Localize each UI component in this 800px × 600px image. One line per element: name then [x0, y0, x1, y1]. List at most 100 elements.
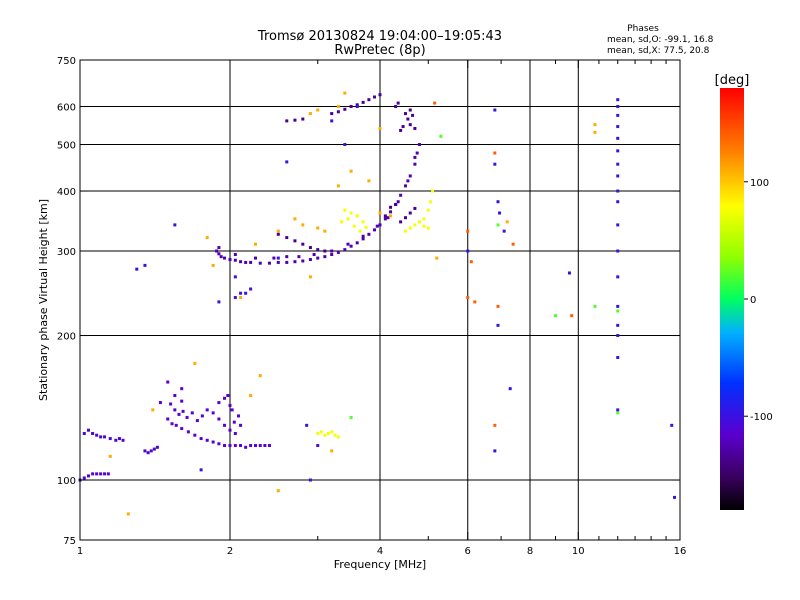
data-point	[297, 255, 301, 259]
axis-ticks: 1 2 4 6 8 10 16 75 100 200 300 400 500 600 750	[57, 56, 686, 557]
data-point	[233, 296, 237, 300]
data-point	[349, 105, 353, 109]
x-tick-label: 1	[77, 546, 83, 557]
data-point	[355, 214, 359, 218]
data-point	[355, 105, 359, 109]
data-point	[244, 260, 248, 264]
data-point	[267, 261, 271, 265]
data-point	[143, 263, 147, 267]
data-point	[426, 208, 430, 212]
data-point	[361, 234, 365, 238]
data-point	[177, 412, 181, 416]
data-point	[95, 472, 99, 476]
data-point	[333, 433, 337, 437]
data-point	[399, 220, 403, 224]
data-point	[211, 411, 215, 415]
data-point	[403, 112, 407, 116]
data-point	[413, 126, 417, 130]
grid-layer	[80, 60, 680, 540]
data-point	[308, 112, 312, 116]
data-point	[285, 260, 289, 264]
data-point	[293, 239, 297, 243]
data-point	[244, 445, 248, 449]
data-point	[174, 423, 178, 427]
x-tick-label: 4	[377, 546, 383, 557]
data-point	[616, 309, 620, 313]
data-point	[249, 444, 253, 448]
data-point	[308, 478, 312, 482]
data-point	[417, 220, 421, 224]
data-point	[99, 435, 103, 439]
data-point	[95, 433, 99, 437]
data-point	[170, 422, 174, 426]
data-point	[616, 105, 620, 109]
y-tick-label: 300	[57, 247, 76, 258]
data-point	[155, 445, 159, 449]
data-point	[226, 394, 230, 398]
data-point	[258, 374, 262, 378]
data-point	[386, 216, 390, 220]
y-tick-label: 100	[57, 476, 76, 487]
data-point	[336, 110, 340, 114]
data-point	[312, 253, 316, 257]
data-point	[301, 223, 305, 227]
data-point	[205, 408, 209, 412]
data-point	[217, 442, 221, 446]
x-tick-label: 8	[527, 546, 533, 557]
data-point	[493, 151, 497, 155]
data-point	[399, 128, 403, 132]
data-point	[403, 216, 407, 220]
data-point	[508, 387, 512, 391]
data-point	[82, 432, 86, 436]
data-point	[426, 226, 430, 230]
data-point	[230, 408, 234, 412]
data-point	[151, 408, 155, 412]
data-point	[511, 242, 515, 246]
data-point	[86, 428, 90, 432]
data-point	[91, 472, 95, 476]
data-point	[616, 355, 620, 359]
data-point	[616, 323, 620, 327]
colorbar-ticks: 100 0 -100	[744, 178, 773, 423]
y-tick-label: 400	[57, 187, 76, 198]
data-point	[346, 217, 350, 221]
data-point	[316, 444, 320, 448]
data-point	[233, 253, 237, 257]
data-point	[108, 454, 112, 458]
data-point	[394, 202, 398, 206]
data-point	[253, 256, 257, 260]
data-point	[316, 108, 320, 112]
data-point	[355, 241, 359, 245]
data-point	[367, 232, 371, 236]
data-point	[616, 98, 620, 102]
data-point	[336, 105, 340, 109]
data-point	[496, 323, 500, 327]
data-point	[200, 414, 204, 418]
data-point	[193, 433, 197, 437]
data-point	[408, 211, 412, 215]
data-point	[276, 256, 280, 260]
data-point	[343, 143, 347, 147]
data-point	[233, 258, 237, 262]
data-point	[316, 226, 320, 230]
stats-line-o: mean, sd,O: -99.1, 16.8	[607, 35, 714, 45]
data-point	[616, 125, 620, 129]
data-point	[439, 134, 443, 138]
x-axis-label: Frequency [MHz]	[334, 558, 426, 571]
data-point	[199, 468, 203, 472]
data-point	[249, 287, 253, 291]
data-point	[378, 211, 382, 215]
data-point	[276, 229, 280, 233]
data-point	[228, 258, 232, 262]
data-point	[228, 403, 232, 407]
data-point	[616, 174, 620, 178]
data-point	[616, 113, 620, 117]
data-point	[239, 423, 243, 427]
data-point	[502, 229, 506, 233]
data-point	[253, 242, 257, 246]
data-point	[330, 430, 334, 434]
data-point	[330, 449, 334, 453]
data-point	[217, 246, 221, 250]
data-point	[99, 472, 103, 476]
data-point	[285, 160, 289, 164]
